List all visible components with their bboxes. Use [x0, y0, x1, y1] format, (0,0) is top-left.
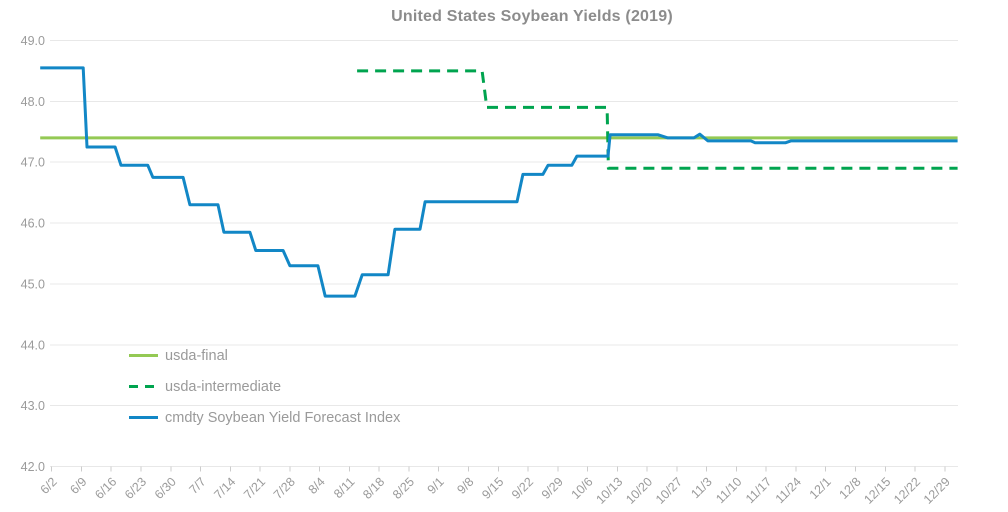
y-axis-tick-label: 44.0: [21, 338, 45, 352]
x-axis-tick-label: 9/29: [539, 475, 566, 502]
legend-label: usda-intermediate: [165, 378, 282, 395]
x-axis-tick-label: 12/1: [807, 475, 834, 502]
legend-swatch-solid-green: [129, 354, 158, 357]
x-axis-tick-label: 11/24: [773, 475, 804, 506]
legend-item-usda-intermediate: usda-intermediate: [129, 371, 400, 402]
chart-legend: usda-final usda-intermediate cmdty Soybe…: [129, 340, 400, 433]
x-axis-tick-label: 9/8: [454, 475, 476, 497]
legend-item-cmdty-index: cmdty Soybean Yield Forecast Index: [129, 402, 400, 433]
y-axis-tick-label: 47.0: [21, 156, 45, 170]
x-axis-tick-label: 6/16: [92, 475, 119, 502]
y-axis-tick-label: 42.0: [21, 460, 45, 474]
x-axis-tick-label: 12/22: [891, 475, 923, 507]
x-axis-tick-label: 11/3: [688, 475, 714, 501]
x-axis-tick-label: 7/14: [211, 475, 238, 502]
x-axis-tick-label: 8/25: [390, 475, 417, 502]
x-axis-tick-label: 9/22: [509, 475, 536, 502]
x-axis-tick-label: 10/27: [653, 475, 685, 507]
legend-swatch-solid-blue: [129, 416, 158, 419]
x-axis-tick-label: 8/4: [306, 475, 328, 497]
x-axis-tick-label: 7/28: [271, 475, 298, 502]
legend-item-usda-final: usda-final: [129, 340, 400, 371]
series-line-usda-intermediate: [357, 69, 958, 170]
x-axis-tick-label: 6/9: [67, 475, 89, 497]
x-axis-tick-label: 8/18: [360, 475, 387, 502]
x-axis-tick-label: 7/7: [186, 475, 208, 497]
x-axis-tick-label: 10/6: [569, 475, 596, 502]
series-line-cmdty Soybean Yield Forecast Index: [40, 66, 958, 298]
x-axis-tick-label: 6/23: [122, 475, 149, 502]
x-axis-tick-label: 9/15: [479, 475, 506, 502]
legend-label: cmdty Soybean Yield Forecast Index: [165, 409, 401, 426]
y-axis-tick-label: 43.0: [21, 399, 45, 413]
x-axis-tick-label: 10/20: [623, 475, 655, 507]
x-axis-tick-label: 12/15: [861, 475, 893, 507]
x-axis-tick-label: 8/11: [331, 475, 357, 501]
y-axis-tick-label: 49.0: [21, 34, 45, 48]
x-axis-tick-label: 6/30: [152, 475, 179, 502]
x-axis-tick-label: 6/2: [38, 475, 60, 497]
y-axis-tick-label: 48.0: [21, 95, 45, 109]
y-axis-tick-label: 45.0: [21, 277, 45, 291]
x-axis-tick-label: 12/8: [836, 475, 863, 502]
x-axis-tick-label: 12/29: [921, 475, 953, 507]
x-axis-tick-label: 11/10: [713, 475, 744, 506]
y-axis-tick-label: 46.0: [21, 217, 45, 231]
legend-label: usda-final: [165, 347, 228, 364]
x-axis-tick-label: 9/1: [425, 475, 447, 497]
x-axis-tick-label: 10/13: [593, 475, 625, 507]
x-axis-tick-label: 11/17: [743, 475, 774, 506]
legend-swatch-dashed-green: [129, 385, 158, 388]
chart-title: United States Soybean Yields (2019): [391, 8, 673, 25]
x-axis-tick-label: 7/21: [241, 475, 268, 502]
